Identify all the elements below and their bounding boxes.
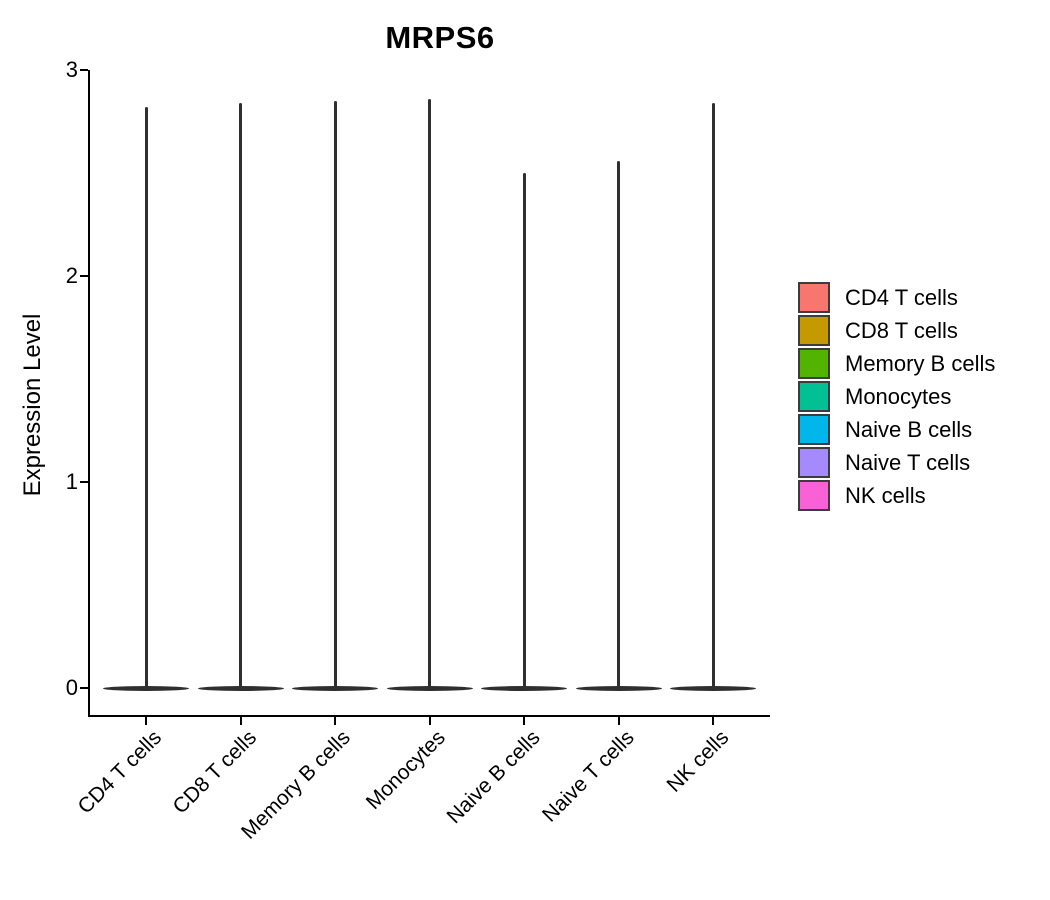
legend-swatch-cd8-t-cells (798, 315, 830, 346)
legend-label: Memory B cells (845, 350, 996, 376)
x-tick-mark (712, 717, 714, 725)
x-tick-mark (523, 717, 525, 725)
x-tick-label-cd4-t-cells: CD4 T cells (73, 726, 167, 819)
violin-body-cd8-t-cells (197, 685, 284, 691)
legend: CD4 T cells CD8 T cells Memory B cells Mono… (798, 281, 995, 512)
violin-spike-monocytes (428, 98, 431, 688)
violin-spike-cd4-t-cells (144, 107, 148, 688)
legend-label: Naive T cells (845, 449, 971, 475)
legend-item-cd4-t-cells: CD4 T cells (798, 281, 995, 314)
x-tick-label-cd8-t-cells: CD8 T cells (168, 726, 261, 819)
legend-item-monocytes: Monocytes (798, 380, 995, 413)
legend-item-cd8-t-cells: CD8 T cells (798, 314, 995, 347)
y-tick-mark (80, 687, 88, 689)
plot-area (88, 70, 770, 717)
y-tick-mark (80, 69, 88, 71)
violin-body-cd4-t-cells (103, 685, 189, 691)
legend-label: Monocytes (845, 383, 952, 409)
y-tick-label: 0 (65, 675, 78, 700)
legend-label: NK cells (845, 482, 926, 508)
legend-swatch-monocytes (798, 381, 830, 412)
x-tick-label-naive-b-cells: Naive B cells (442, 726, 545, 829)
violin-body-nk-cells (670, 685, 756, 691)
legend-swatch-cd4-t-cells (798, 282, 830, 313)
violin-body-naive-t-cells (575, 685, 662, 691)
legend-item-memory-b-cells: Memory B cells (798, 347, 995, 380)
x-tick-label-monocytes: Monocytes (361, 726, 450, 815)
legend-label: CD8 T cells (845, 317, 958, 343)
y-tick-label: 3 (65, 57, 78, 82)
legend-item-nk-cells: NK cells (798, 479, 995, 512)
violin-spike-cd8-t-cells (239, 102, 242, 688)
legend-label: CD4 T cells (845, 284, 958, 310)
legend-item-naive-t-cells: Naive T cells (798, 446, 995, 479)
y-tick-mark (80, 275, 88, 277)
legend-item-naive-b-cells: Naive B cells (798, 413, 995, 446)
legend-swatch-memory-b-cells (798, 348, 830, 379)
violin-body-naive-b-cells (481, 685, 567, 691)
legend-swatch-naive-t-cells (798, 447, 830, 478)
violin-spike-naive-b-cells (522, 173, 526, 688)
violin-spike-nk-cells (711, 102, 715, 688)
y-tick-mark (80, 481, 88, 483)
x-tick-mark (239, 717, 242, 725)
legend-swatch-nk-cells (798, 480, 830, 511)
y-tick-label: 1 (65, 469, 78, 494)
chart-title: MRPS6 (385, 20, 495, 55)
x-tick-label-nk-cells: NK cells (662, 726, 734, 797)
legend-swatch-naive-b-cells (798, 414, 830, 445)
violin-spike-memory-b-cells (333, 100, 337, 688)
violin-body-memory-b-cells (292, 685, 378, 691)
x-tick-mark (428, 717, 431, 725)
legend-label: Naive B cells (845, 416, 973, 442)
y-tick-label: 2 (65, 263, 78, 288)
x-tick-mark (617, 717, 620, 725)
x-tick-label-naive-t-cells: Naive T cells (538, 726, 639, 827)
violin-spike-naive-t-cells (617, 160, 620, 688)
x-tick-mark (145, 717, 147, 725)
violin-body-monocytes (386, 685, 473, 691)
x-tick-mark (334, 717, 336, 725)
